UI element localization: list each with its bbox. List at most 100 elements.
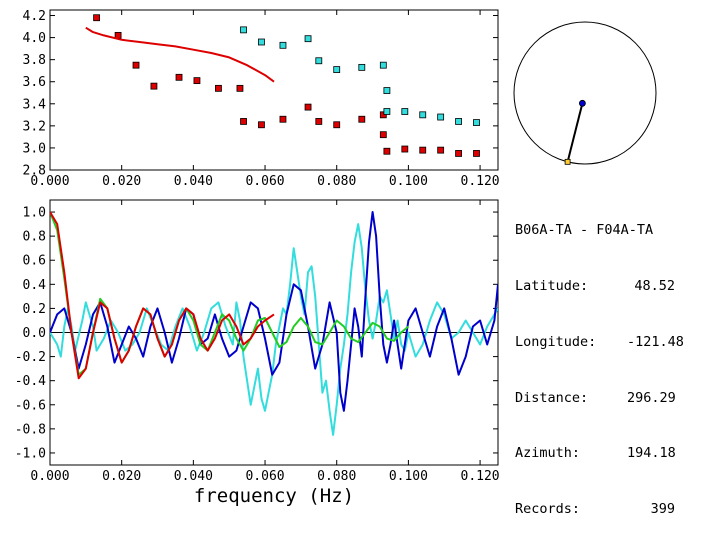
records-label: Records:	[515, 501, 581, 518]
correlation-plot: 0.000 0.020 0.040 0.060 0.080 0.100 0.120 1.0 0.…	[15, 199, 500, 507]
bottom-ytick-label: 0.0	[23, 326, 46, 341]
azimuth-value: 194.18	[627, 445, 676, 462]
top-xtick-label: 0.040	[174, 174, 213, 189]
top-xtick-label: 0.080	[317, 174, 356, 189]
bottom-ytick-label: -0.4	[15, 374, 46, 389]
figure: 0.000 0.020 0.040 0.060 0.080 0.100 0.120 2.8 3.…	[15, 9, 657, 507]
latitude-label: Latitude:	[515, 277, 589, 294]
top-xtick-label: 0.000	[30, 174, 69, 189]
top-red-line-2	[85, 26, 275, 83]
azimuth-row: Azimuth: 194.18	[515, 444, 695, 463]
top-red-marker-12	[315, 118, 323, 125]
latitude-row: Latitude: 48.52	[515, 277, 695, 296]
top-cyan-marker-5	[333, 66, 341, 73]
distance-label: Distance:	[515, 389, 589, 406]
top-red-marker-13	[333, 121, 341, 129]
top-cyan-marker-6	[358, 63, 366, 71]
bottom-ytick-label: 0.8	[23, 230, 46, 245]
bottom-xtick-label: 0.100	[389, 469, 428, 484]
dispersion-plot: 0.000 0.020 0.040 0.060 0.080 0.100 0.120 2.8 3.…	[23, 9, 500, 189]
top-xtick-label: 0.100	[389, 174, 428, 189]
top-cyan-marker-14	[473, 119, 480, 126]
top-cyan-marker-1	[258, 38, 265, 46]
top-cyan-marker-10	[401, 108, 409, 115]
top-ytick-label: 3.8	[23, 53, 46, 68]
bottom-ytick-label: 0.4	[23, 278, 47, 293]
top-red-marker-21	[455, 150, 462, 157]
top-cyan-marker-7	[379, 61, 387, 69]
station-info-panel: B06A-TA - F04A-TA Latitude: 48.52 Longitu…	[515, 184, 695, 537]
bottom-red-line-3	[50, 211, 275, 380]
top-plot-area	[85, 14, 480, 157]
top-red-marker-14	[358, 115, 366, 123]
azimuth-compass	[513, 21, 657, 165]
top-ytick-label: 3.0	[23, 141, 46, 156]
top-cyan-marker-8	[383, 87, 391, 94]
compass-circle	[513, 21, 657, 165]
top-red-marker-9	[258, 121, 265, 129]
station-b-marker	[564, 158, 571, 165]
top-ytick-label: 2.8	[23, 164, 46, 179]
bottom-green-line-2	[50, 211, 410, 376]
bottom-plot-area	[50, 211, 498, 436]
top-red-marker-2	[132, 61, 140, 69]
top-ytick-label: 4.2	[23, 9, 46, 24]
top-red-marker-10	[279, 115, 287, 123]
bottom-ytick-label: -0.6	[15, 398, 46, 413]
top-red-marker-6	[215, 84, 222, 92]
longitude-value: -121.48	[627, 333, 684, 350]
top-red-marker-4	[175, 73, 183, 81]
bottom-xtick-label: 0.020	[102, 469, 141, 484]
longitude-row: Longitude: -121.48	[515, 333, 695, 352]
top-xtick-label: 0.060	[245, 174, 284, 189]
bottom-xtick-label: 0.040	[174, 469, 213, 484]
top-red-marker-22	[473, 150, 480, 157]
top-red-marker-7	[236, 84, 244, 92]
longitude-label: Longitude:	[515, 333, 597, 350]
top-ytick-label: 3.4	[23, 97, 47, 112]
bottom-xlabel: frequency (Hz)	[194, 485, 354, 507]
station-a-marker	[578, 99, 586, 107]
top-red-marker-18	[401, 145, 409, 153]
top-cyan-marker-4	[315, 57, 323, 65]
top-red-marker-19	[419, 146, 427, 154]
top-xtick-label: 0.020	[102, 174, 141, 189]
bottom-cyan-line-0	[50, 223, 498, 436]
top-cyan-marker-13	[455, 118, 462, 125]
bottom-xtick-label: 0.060	[245, 469, 284, 484]
bottom-ytick-label: -0.8	[15, 422, 46, 437]
top-red-marker-8	[240, 118, 247, 125]
records-row: Records: 399	[515, 500, 695, 519]
top-cyan-marker-3	[304, 35, 312, 43]
top-cyan-marker-12	[437, 113, 445, 121]
records-value: 399	[650, 501, 675, 518]
bottom-ytick-label: -1.0	[15, 446, 46, 461]
distance-row: Distance: 296.29	[515, 389, 695, 408]
bottom-ytick-label: 1.0	[23, 206, 46, 221]
bottom-blue-line-1	[50, 211, 498, 412]
bottom-xtick-label: 0.120	[461, 469, 500, 484]
latitude-value: 48.52	[634, 277, 675, 294]
top-red-marker-17	[383, 147, 391, 155]
top-xtick-label: 0.120	[461, 174, 500, 189]
top-cyan-marker-9	[383, 108, 391, 115]
top-cyan-marker-0	[240, 26, 247, 34]
top-red-marker-11	[304, 103, 312, 111]
top-red-marker-20	[437, 146, 445, 154]
station-pair-title: B06A-TA - F04A-TA	[515, 222, 654, 239]
bottom-ytick-label: -0.2	[15, 350, 46, 365]
bottom-ytick-label: 0.6	[23, 254, 46, 269]
top-red-marker-3	[150, 82, 158, 90]
azimuth-needle	[566, 103, 584, 163]
top-frame	[49, 9, 499, 171]
azimuth-label: Azimuth:	[515, 445, 581, 462]
top-ytick-label: 3.6	[23, 75, 46, 90]
top-ytick-label: 4.0	[23, 31, 46, 46]
top-red-marker-16	[379, 131, 387, 139]
top-cyan-marker-2	[279, 41, 287, 49]
distance-value: 296.29	[627, 389, 676, 406]
bottom-ytick-label: 0.2	[23, 302, 46, 317]
bottom-xtick-label: 0.000	[30, 469, 69, 484]
top-cyan-marker-11	[419, 111, 427, 119]
top-ytick-label: 3.2	[23, 119, 46, 134]
